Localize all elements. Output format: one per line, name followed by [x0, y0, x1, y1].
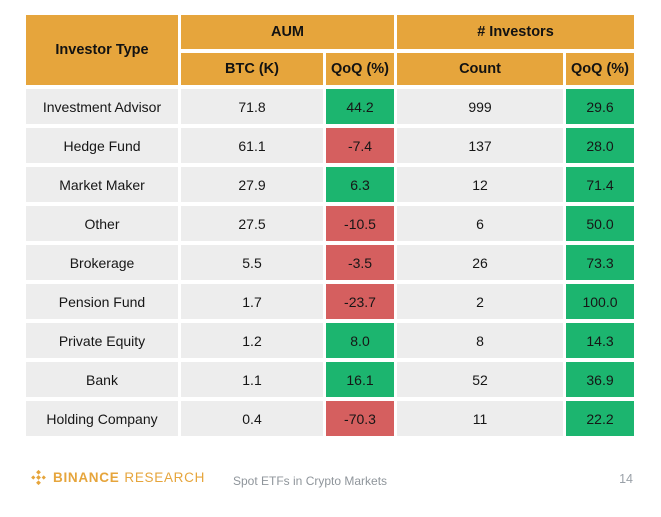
btc-value-cell: 0.4 — [181, 401, 323, 436]
btc-value-cell: 71.8 — [181, 89, 323, 124]
count-cell: 999 — [397, 89, 563, 124]
investors-qoq-cell: 22.2 — [566, 401, 634, 436]
count-cell: 137 — [397, 128, 563, 163]
btc-value-cell: 27.5 — [181, 206, 323, 241]
investor-type-cell: Private Equity — [26, 323, 178, 358]
investor-table: Investor Type AUM # Investors BTC (K) Qo… — [26, 15, 634, 436]
investor-type-cell: Pension Fund — [26, 284, 178, 319]
count-cell: 12 — [397, 167, 563, 202]
count-cell: 26 — [397, 245, 563, 280]
investors-qoq-cell: 100.0 — [566, 284, 634, 319]
count-cell: 6 — [397, 206, 563, 241]
subheader-count: Count — [397, 53, 563, 85]
investor-type-cell: Investment Advisor — [26, 89, 178, 124]
aum-qoq-cell: -23.7 — [326, 284, 394, 319]
brand-binance: BINANCE — [53, 470, 120, 485]
investor-type-cell: Hedge Fund — [26, 128, 178, 163]
btc-value-cell: 61.1 — [181, 128, 323, 163]
count-cell: 11 — [397, 401, 563, 436]
header-group-investors: # Investors — [397, 15, 634, 49]
header-investor-type: Investor Type — [26, 15, 178, 85]
investors-qoq-cell: 50.0 — [566, 206, 634, 241]
investors-qoq-cell: 29.6 — [566, 89, 634, 124]
investors-qoq-cell: 36.9 — [566, 362, 634, 397]
brand-wordmark: BINANCE RESEARCH — [53, 470, 205, 485]
page-number: 14 — [619, 472, 633, 486]
investor-type-cell: Brokerage — [26, 245, 178, 280]
count-cell: 52 — [397, 362, 563, 397]
subheader-aum-qoq: QoQ (%) — [326, 53, 394, 85]
brand-research: RESEARCH — [124, 470, 206, 485]
aum-qoq-cell: 16.1 — [326, 362, 394, 397]
aum-qoq-cell: -7.4 — [326, 128, 394, 163]
investor-type-cell: Market Maker — [26, 167, 178, 202]
count-cell: 2 — [397, 284, 563, 319]
investor-type-cell: Bank — [26, 362, 178, 397]
btc-value-cell: 27.9 — [181, 167, 323, 202]
subheader-investors-qoq: QoQ (%) — [566, 53, 634, 85]
subheader-btc-k: BTC (K) — [181, 53, 323, 85]
count-cell: 8 — [397, 323, 563, 358]
aum-qoq-cell: 8.0 — [326, 323, 394, 358]
investors-qoq-cell: 71.4 — [566, 167, 634, 202]
investors-qoq-cell: 73.3 — [566, 245, 634, 280]
investors-qoq-cell: 14.3 — [566, 323, 634, 358]
aum-qoq-cell: -10.5 — [326, 206, 394, 241]
footer-caption: Spot ETFs in Crypto Markets — [233, 474, 388, 488]
investor-type-cell: Holding Company — [26, 401, 178, 436]
aum-qoq-cell: 44.2 — [326, 89, 394, 124]
btc-value-cell: 1.1 — [181, 362, 323, 397]
aum-qoq-cell: -70.3 — [326, 401, 394, 436]
binance-diamond-icon — [30, 469, 47, 486]
btc-value-cell: 1.2 — [181, 323, 323, 358]
binance-research-logo: BINANCE RESEARCH — [30, 469, 205, 486]
investors-qoq-cell: 28.0 — [566, 128, 634, 163]
btc-value-cell: 1.7 — [181, 284, 323, 319]
aum-qoq-cell: -3.5 — [326, 245, 394, 280]
investor-type-cell: Other — [26, 206, 178, 241]
header-group-aum: AUM — [181, 15, 394, 49]
aum-qoq-cell: 6.3 — [326, 167, 394, 202]
btc-value-cell: 5.5 — [181, 245, 323, 280]
